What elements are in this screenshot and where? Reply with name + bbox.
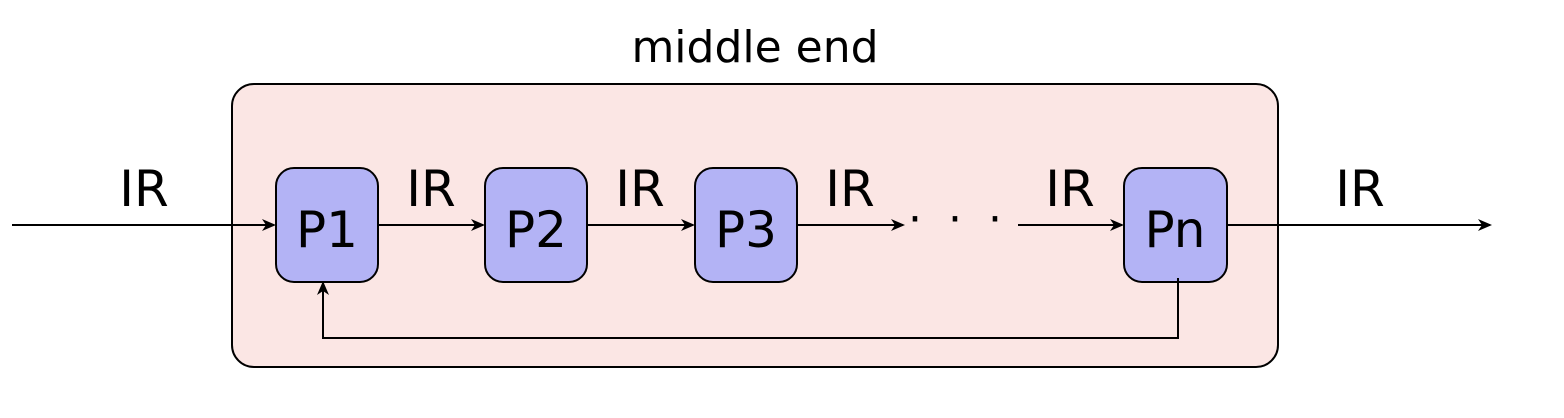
input-ir-label: IR — [119, 160, 169, 218]
pass-label-p1: P1 — [296, 201, 358, 259]
ellipsis: · · · — [908, 194, 1008, 245]
pass-box-p3: P3 — [694, 167, 798, 283]
feedback-loop-arrow — [317, 278, 1179, 339]
edge-ir-label-2: IR — [615, 160, 665, 218]
pass-box-p2: P2 — [484, 167, 588, 283]
pass-label-pn: Pn — [1145, 201, 1206, 259]
edge-ir-label-3: IR — [825, 160, 875, 218]
middle-end-title: middle end — [631, 22, 878, 73]
edge-ir-label-4: IR — [1045, 160, 1095, 218]
output-ir-label: IR — [1335, 160, 1385, 218]
pass-box-p1: P1 — [275, 167, 379, 283]
pass-label-p3: P3 — [715, 201, 777, 259]
pass-label-p2: P2 — [505, 201, 567, 259]
edge-ir-label-1: IR — [406, 160, 456, 218]
pass-box-pn: Pn — [1123, 167, 1228, 283]
